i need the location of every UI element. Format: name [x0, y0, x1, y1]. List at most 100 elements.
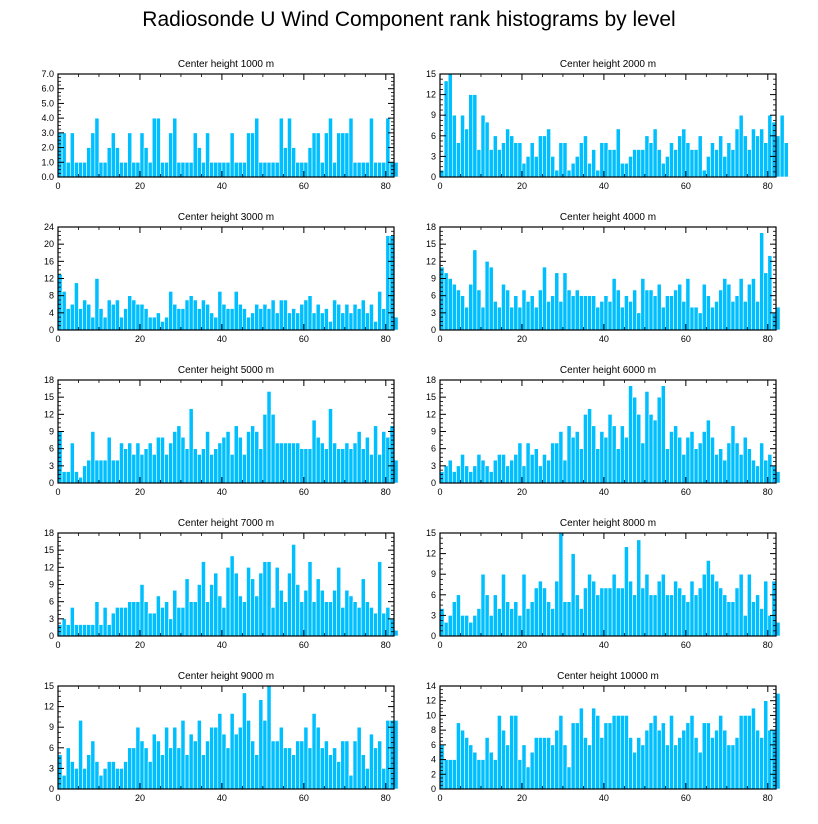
bar — [295, 161, 301, 178]
bar — [480, 573, 486, 637]
bar — [352, 303, 358, 331]
bar — [726, 442, 732, 484]
bar — [529, 601, 535, 637]
bar — [278, 442, 284, 484]
bar — [266, 685, 272, 790]
bar — [303, 299, 309, 331]
bar — [188, 295, 194, 331]
y-tick-label: 18 — [44, 528, 54, 538]
bar — [344, 740, 350, 790]
bar — [299, 601, 305, 637]
bar — [693, 306, 699, 331]
bar — [673, 580, 678, 637]
bar — [775, 471, 781, 484]
bar — [587, 295, 592, 331]
y-tick-label: 18 — [426, 375, 436, 385]
bar — [542, 266, 547, 331]
bar — [229, 555, 235, 637]
bar — [274, 312, 280, 331]
bar — [533, 306, 539, 331]
bar — [595, 306, 601, 331]
y-tick-label: 12 — [44, 562, 54, 572]
bar — [278, 726, 284, 790]
bar — [160, 321, 165, 331]
bar — [701, 722, 707, 790]
bar — [164, 316, 169, 331]
y-tick-label: 15 — [426, 69, 436, 79]
x-tick-label: 60 — [299, 334, 309, 344]
bar — [759, 737, 765, 790]
bar — [615, 128, 621, 178]
panel-2: Center height 2000 m 0 3 6 9 12 15 0 20 40 60 80 — [426, 59, 789, 191]
bar — [373, 321, 378, 331]
y-tick-label: 1.0 — [41, 157, 54, 167]
bar — [307, 448, 313, 484]
y-tick-label: 3 — [431, 610, 436, 620]
bar — [237, 595, 243, 637]
bar — [291, 754, 296, 790]
bar — [65, 471, 71, 484]
bar — [340, 740, 346, 790]
bar — [242, 454, 247, 484]
y-tick-label: 3 — [49, 461, 54, 471]
x-tick-label: 80 — [381, 487, 391, 497]
bar — [718, 289, 724, 331]
bar — [274, 442, 280, 484]
bar — [492, 459, 498, 484]
bar — [168, 618, 174, 637]
bar — [176, 308, 182, 331]
bar — [759, 608, 765, 637]
bar — [106, 624, 112, 637]
bar — [217, 161, 223, 178]
bar — [127, 601, 133, 637]
bar — [197, 454, 202, 484]
bar — [603, 436, 609, 484]
bar — [484, 261, 490, 331]
bar — [722, 729, 728, 790]
bar — [689, 580, 695, 637]
bar — [648, 142, 654, 178]
bar — [574, 594, 580, 637]
bar — [759, 442, 765, 484]
bar — [521, 465, 527, 484]
bar — [673, 425, 678, 484]
bar — [521, 573, 527, 637]
y-tick-label: 15 — [426, 239, 436, 249]
bar — [205, 740, 210, 790]
x-tick-label: 80 — [381, 181, 391, 191]
x-tick-label: 0 — [437, 640, 442, 650]
bar — [299, 448, 305, 484]
bar — [689, 431, 695, 484]
y-tick-label: 6 — [431, 740, 436, 750]
bar — [229, 308, 235, 331]
bar — [624, 436, 629, 484]
bar — [509, 459, 515, 484]
bar — [119, 316, 124, 331]
bar — [706, 722, 711, 790]
bar — [188, 733, 194, 790]
bar — [348, 595, 354, 637]
bar — [468, 471, 474, 484]
panel-title: Center height 10000 m — [557, 671, 659, 682]
bar — [127, 442, 133, 484]
bar — [546, 301, 551, 331]
bar — [611, 425, 617, 484]
bar — [652, 419, 658, 484]
bar — [476, 149, 482, 178]
bar — [665, 594, 670, 637]
y-tick-label: 8 — [431, 725, 436, 735]
bar — [303, 589, 309, 637]
bar — [102, 161, 108, 178]
bar — [381, 161, 387, 178]
bar — [270, 161, 276, 178]
bar — [373, 425, 378, 484]
x-tick-label: 20 — [517, 487, 527, 497]
bar — [270, 299, 276, 331]
bar — [538, 737, 543, 790]
bar — [747, 149, 752, 178]
bar — [237, 303, 243, 331]
bar — [299, 740, 305, 790]
bar — [476, 759, 482, 790]
bar — [135, 161, 141, 178]
